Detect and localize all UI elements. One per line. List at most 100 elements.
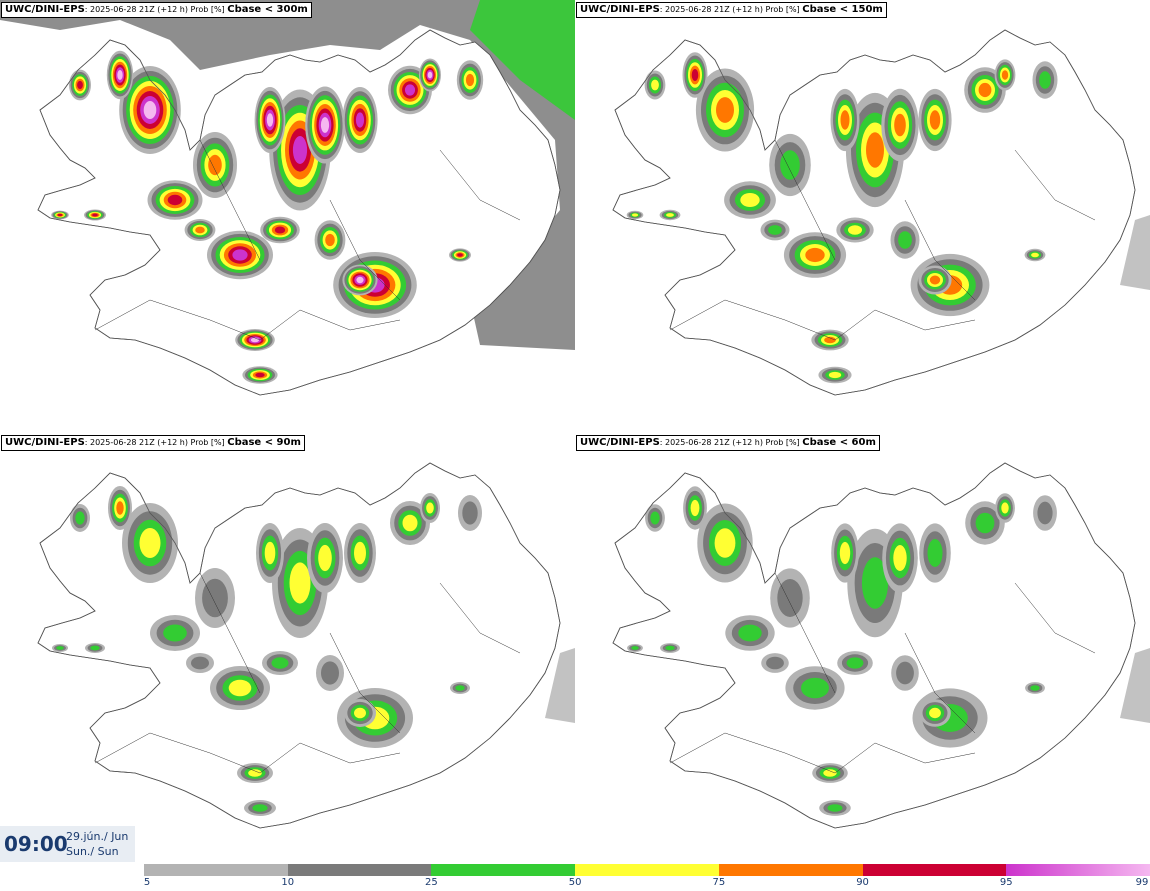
probability-contour xyxy=(252,804,268,812)
probability-contour xyxy=(354,541,366,565)
coastline xyxy=(612,462,1136,829)
probability-contour xyxy=(232,249,248,261)
probability-contour xyxy=(777,579,803,617)
probability-contour xyxy=(861,557,889,609)
probability-contour xyxy=(1031,252,1039,258)
legend-tick-label: 95 xyxy=(999,877,1013,888)
road-lines xyxy=(94,572,521,774)
probability-contour xyxy=(354,707,366,719)
legend-swatch xyxy=(144,864,289,876)
probability-contour xyxy=(691,69,699,81)
probability-contour xyxy=(840,110,850,130)
sea-probability-field xyxy=(470,0,575,120)
probability-contour xyxy=(202,578,228,618)
probability-contour xyxy=(264,541,276,565)
probability-contour xyxy=(824,336,836,344)
probability-contour xyxy=(455,685,465,691)
legend-swatch xyxy=(431,864,576,876)
legend-swatch xyxy=(287,864,432,876)
map-panel-90m: UWC/DINI-EPS: 2025-06-28 21Z (+12 h) Pro… xyxy=(0,433,575,863)
model-name: UWC/DINI-EPS xyxy=(580,4,660,15)
probability-contour xyxy=(292,136,308,164)
map-panel-300m: UWC/DINI-EPS: 2025-06-28 21Z (+12 h) Pro… xyxy=(0,0,575,430)
legend-tick-label: 25 xyxy=(425,877,438,888)
probability-contour xyxy=(426,502,434,514)
valid-time: 09:00 xyxy=(4,832,68,856)
coastline xyxy=(612,29,1136,396)
probability-contour xyxy=(848,225,862,235)
probability-contour xyxy=(139,528,161,558)
probability-contour xyxy=(927,539,943,567)
probability-contour xyxy=(404,84,416,96)
probability-contour xyxy=(846,657,864,669)
road-lines xyxy=(669,572,1096,774)
iceland-probability-map xyxy=(612,29,1150,396)
run-info: : 2025-06-28 21Z (+12 h) Prob [%] xyxy=(84,438,228,447)
probability-contour xyxy=(321,661,339,685)
probability-contour xyxy=(457,253,463,257)
probability-contour xyxy=(666,213,674,217)
coastline xyxy=(37,462,561,829)
probability-contour xyxy=(274,226,286,234)
probability-contour xyxy=(738,624,762,642)
sea-probability-field xyxy=(1120,215,1150,290)
probability-contour xyxy=(248,769,262,777)
probability-contour xyxy=(801,677,829,699)
probability-contour xyxy=(665,645,675,651)
probability-contour xyxy=(318,544,332,572)
probability-contour xyxy=(356,276,364,284)
probability-contour xyxy=(402,514,418,532)
panel-title: UWC/DINI-EPS: 2025-06-28 21Z (+12 h) Pro… xyxy=(1,2,312,18)
probability-contour xyxy=(271,657,289,669)
probability-contour xyxy=(828,371,842,379)
probability-contour xyxy=(716,97,734,123)
legend-swatch xyxy=(1006,864,1150,876)
probability-contour xyxy=(195,226,205,234)
valid-weekday: Sun./ Sun xyxy=(66,845,119,858)
iceland-probability-map xyxy=(0,0,575,396)
probability-contour xyxy=(929,110,941,130)
probability-contour xyxy=(978,82,992,98)
probability-contour xyxy=(143,101,157,119)
probability-contour xyxy=(208,154,222,176)
run-info: : 2025-06-28 21Z (+12 h) Prob [%] xyxy=(84,5,228,14)
model-name: UWC/DINI-EPS xyxy=(5,4,85,15)
legend-swatch xyxy=(862,864,1007,876)
probability-contour xyxy=(975,512,995,534)
probability-contour xyxy=(163,624,187,642)
probability-contour xyxy=(898,231,912,249)
probability-contour xyxy=(427,71,433,79)
coastline xyxy=(37,29,561,396)
probability-contour xyxy=(929,707,941,719)
probability-contour xyxy=(228,679,252,697)
probability-contour xyxy=(650,511,660,525)
valid-time-box: 09:00 29.jún./ Jun Sun./ Sun xyxy=(0,826,135,862)
probability-contour xyxy=(1001,70,1009,80)
probability-contour xyxy=(893,545,907,571)
legend-tick-label: 50 xyxy=(568,877,582,888)
probability-contour xyxy=(740,193,760,207)
legend-tick-label: 75 xyxy=(712,877,726,888)
map-panel-60m: UWC/DINI-EPS: 2025-06-28 21Z (+12 h) Pro… xyxy=(575,433,1150,863)
probability-contour xyxy=(255,372,265,378)
probability-contour xyxy=(631,213,639,217)
probability-contour xyxy=(465,73,475,87)
probability-contour xyxy=(167,194,183,206)
run-info: : 2025-06-28 21Z (+12 h) Prob [%] xyxy=(659,438,803,447)
probability-contour xyxy=(714,528,736,558)
legend-swatch xyxy=(575,864,720,876)
probability-contour xyxy=(325,233,335,247)
probability-contour xyxy=(77,80,83,90)
legend-swatch xyxy=(718,864,864,876)
map-panel-150m: UWC/DINI-EPS: 2025-06-28 21Z (+12 h) Pro… xyxy=(575,0,1150,430)
probability-contour xyxy=(827,804,843,812)
valid-date: 29.jún./ Jun xyxy=(66,830,129,843)
legend-tick-label: 99 xyxy=(1135,877,1149,888)
road-lines xyxy=(669,139,1096,341)
panel-title: UWC/DINI-EPS: 2025-06-28 21Z (+12 h) Pro… xyxy=(1,435,305,451)
probability-contour xyxy=(651,79,659,91)
probability-contour xyxy=(805,247,825,263)
probability-contour xyxy=(57,213,63,217)
model-name: UWC/DINI-EPS xyxy=(580,437,660,448)
probability-contour xyxy=(766,656,784,670)
